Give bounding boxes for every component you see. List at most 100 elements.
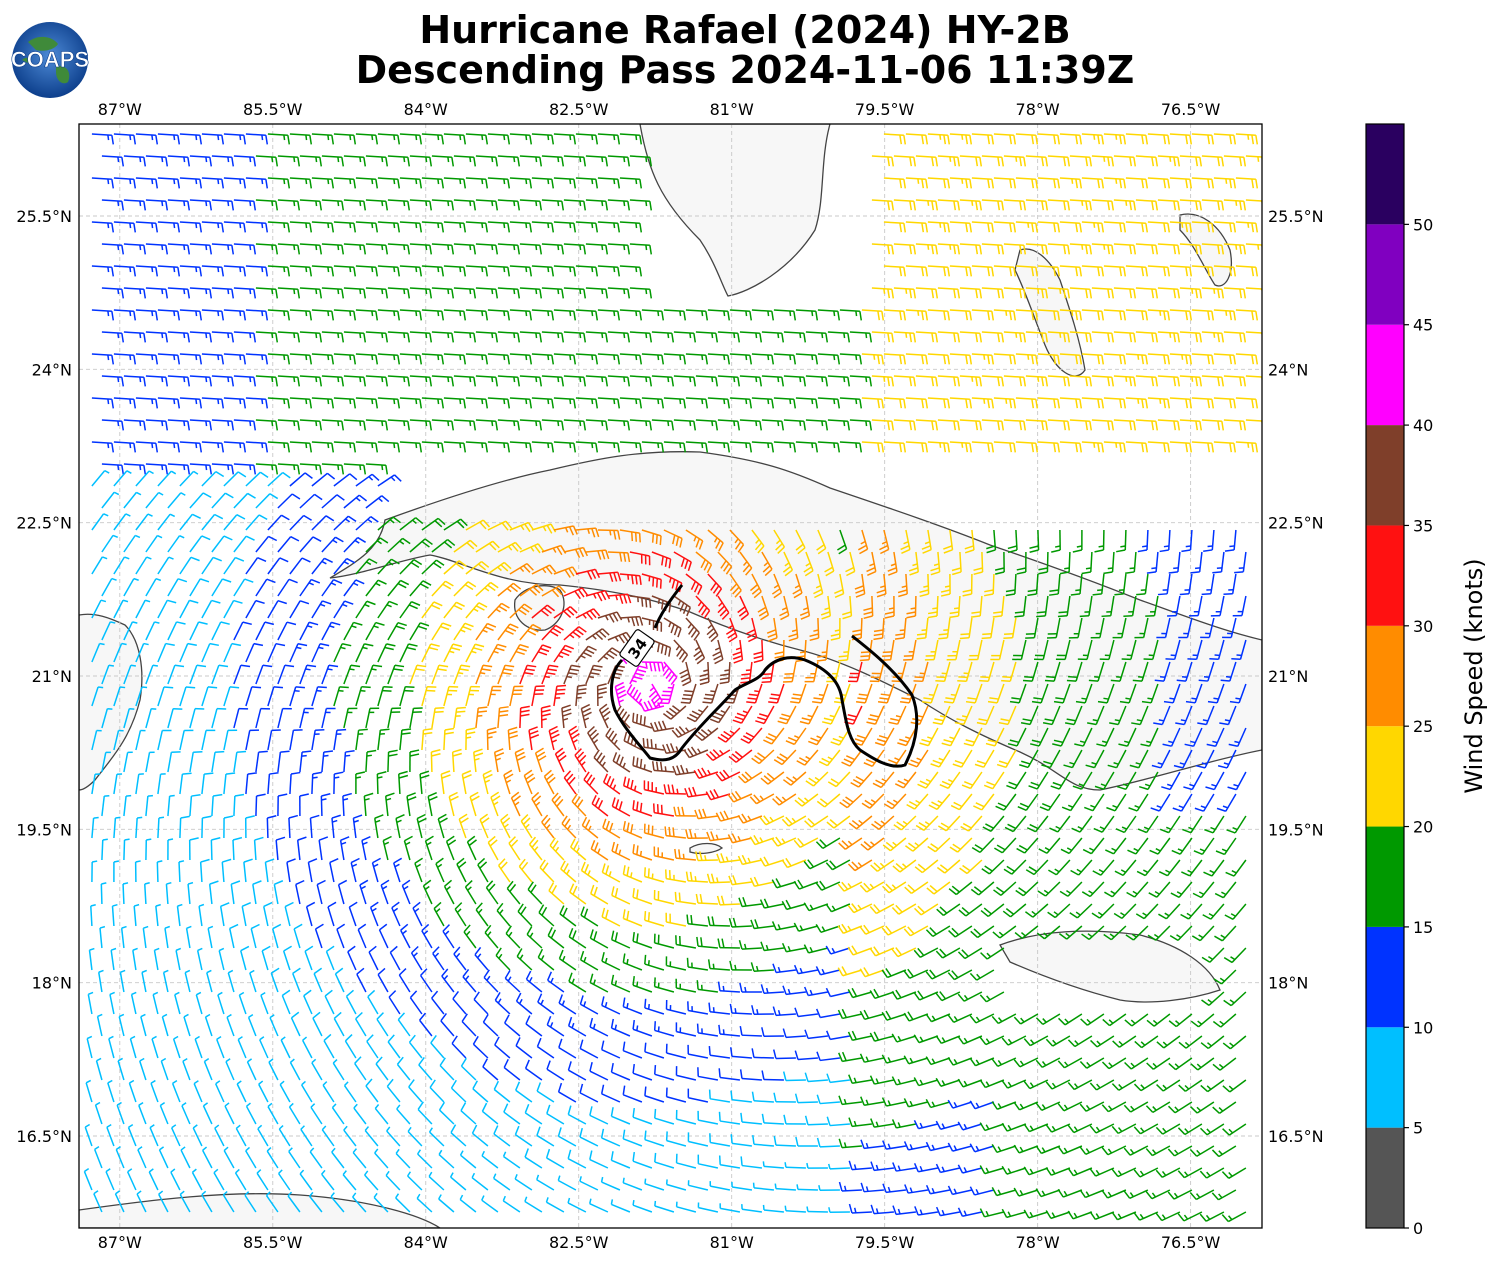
wind-barb [487,353,511,365]
wind-barb [1157,331,1181,343]
wind-barb [113,309,137,321]
wind-barb [1103,309,1127,321]
wind-barb [289,397,313,409]
wind-barb [1059,133,1083,145]
wind-barb [1091,155,1115,167]
wind-barb [343,331,367,343]
wind-barb [189,287,213,299]
lon-tick-label: 81°W [710,1233,754,1252]
wind-barb [575,265,599,277]
lat-tick-label: 25.5°N [1268,207,1324,226]
lat-tick-label: 19.5°N [1268,820,1324,839]
wind-barb [1157,375,1181,387]
wind-barb [1047,243,1071,255]
lat-tick-label: 21°N [32,667,72,686]
wind-barb [597,309,621,321]
wind-barb [519,155,543,167]
wind-barb [1069,287,1093,299]
wind-barb [993,133,1017,145]
wind-barb [135,309,159,321]
wind-barb [563,331,587,343]
wind-barb [1125,133,1149,145]
wind-barb [277,243,301,255]
wind-barb [893,155,917,167]
wind-barb [1037,309,1061,321]
wind-barb [927,177,951,189]
wind-barb [223,221,247,233]
wind-barb [1047,375,1071,387]
wind-barb [123,287,147,299]
wind-barb [1245,199,1262,207]
wind-barb [443,265,467,277]
lon-tick-label: 81°W [710,100,754,119]
wind-barb [497,199,521,211]
colorbar-bin [1366,425,1404,526]
wind-barb [377,177,401,189]
wind-barb [509,353,533,365]
wind-barb [189,375,213,387]
wind-barb [343,199,367,211]
wind-barb [915,287,939,299]
colorbar-tick-label: 15 [1413,918,1433,937]
wind-barb [959,243,983,255]
wind-barb [1047,331,1071,343]
wind-barb [575,177,599,189]
wind-barb [1147,133,1171,145]
wind-barb [1223,155,1247,167]
wind-barb [211,155,235,167]
wind-barb [629,287,653,299]
wind-barb [1091,199,1115,211]
wind-barb [1201,375,1225,387]
wind-barb [563,199,587,211]
wind-barb [223,177,247,189]
wind-barb [585,155,609,167]
wind-barb [135,177,159,189]
wind-barb [1201,155,1225,167]
wind-barb [135,265,159,277]
wind-barb [1191,309,1215,321]
wind-barb [1037,265,1061,277]
wind-barb [1125,353,1149,365]
wind-barb [179,397,203,409]
wind-barb [201,265,225,277]
wind-barb [607,199,631,211]
lon-tick-labels-bottom: 87°W 85.5°W 84°W 82.5°W 81°W 79.5°W 78°W 76.5°W [98,1233,1221,1252]
wind-barb [531,353,555,365]
wind-barb [333,265,357,277]
wind-barb [355,265,379,277]
wind-barb [311,397,335,409]
wind-barb [333,133,357,145]
lon-tick-label: 82.5°W [549,1233,609,1252]
wind-barb [531,177,555,189]
wind-barb [597,265,621,277]
wind-barb [695,375,719,387]
wind-barb [421,221,445,233]
wind-barb [179,265,203,277]
wind-barb [421,177,445,189]
wind-barb [871,243,895,255]
wind-barb [365,375,389,387]
wind-barb [1213,353,1237,365]
wind-barb [915,155,939,167]
wind-barb [937,287,961,299]
wind-barb [299,287,323,299]
lat-tick-label: 18°N [1268,974,1308,993]
wind-barb [1213,177,1237,189]
wind-barb [541,243,565,255]
wind-barb [465,133,489,145]
wind-barb [1015,309,1039,321]
wind-barb [321,155,345,167]
wind-barb [409,155,433,167]
wind-barb [1113,155,1137,167]
wind-barb [1015,353,1039,365]
wind-barb [597,221,621,233]
wind-barb [201,133,225,145]
wind-barb [453,287,477,299]
wind-barb [1179,287,1203,299]
wind-barbs [83,133,1262,1223]
wind-barb [981,199,1005,211]
wind-barb [487,177,511,189]
wind-barb [421,133,445,145]
wind-barb [1135,199,1159,211]
wind-barb [299,375,323,387]
